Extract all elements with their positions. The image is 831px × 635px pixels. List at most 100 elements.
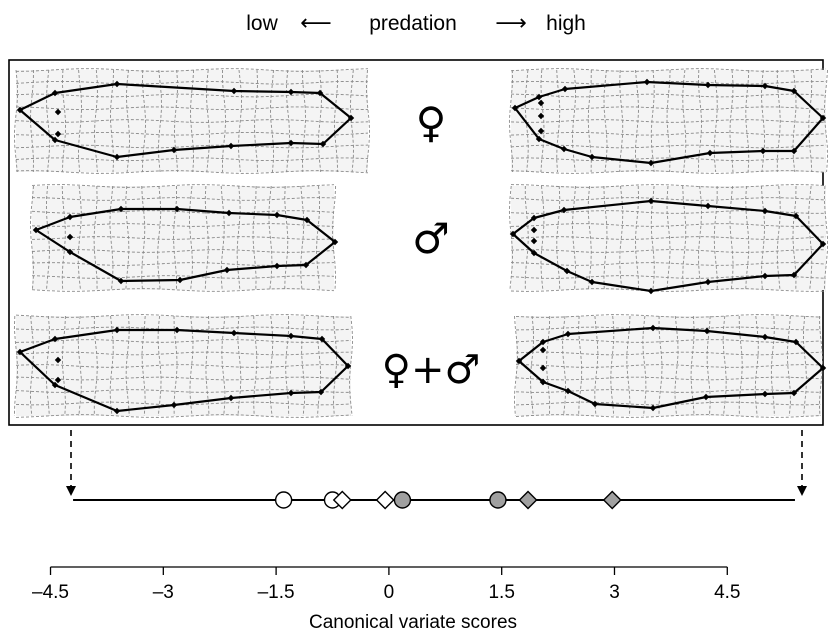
data-point-circle: [393, 491, 412, 509]
landmark: [704, 202, 712, 210]
landmark: [702, 393, 710, 401]
landmark: [704, 278, 712, 286]
landmark: [51, 136, 59, 144]
landmark: [287, 139, 295, 147]
landmark: [535, 93, 543, 101]
landmark: [347, 114, 355, 122]
landmark: [117, 277, 125, 285]
landmark: [170, 146, 178, 154]
data-point-diamond: [602, 490, 622, 510]
landmark: [530, 214, 538, 222]
grid-background: [16, 70, 368, 172]
landmark: [287, 332, 295, 340]
landmark: [303, 216, 311, 224]
landmark: [16, 106, 24, 114]
landmark: [535, 135, 543, 143]
x-axis-label: Canonical variate scores: [309, 612, 517, 633]
landmark: [647, 159, 655, 167]
landmark: [176, 276, 184, 284]
data-point-circle: [489, 491, 507, 509]
landmark: [704, 81, 712, 89]
grid-background: [516, 316, 821, 416]
data-point-diamond: [332, 490, 352, 510]
landmark: [561, 85, 569, 93]
landmark: [643, 78, 651, 86]
predation-header: low ⟵ predation ⟶ high: [246, 11, 586, 36]
landmark: [230, 87, 238, 95]
landmark: [113, 80, 121, 88]
landmark: [113, 153, 121, 161]
right-drop-arrow: [797, 430, 807, 496]
left-drop-arrow: [66, 430, 76, 496]
female-symbol: ♀: [416, 98, 447, 147]
landmark: [790, 389, 798, 397]
landmark: [230, 329, 238, 337]
landmark: [647, 287, 655, 295]
landmark: [54, 130, 62, 138]
landmark: [819, 114, 827, 122]
landmark: [227, 394, 235, 402]
body-outline: [518, 326, 825, 410]
landmark: [792, 212, 800, 220]
landmark: [647, 197, 655, 205]
landmark: [537, 127, 545, 135]
data-point-diamond: [518, 490, 538, 510]
landmark: [563, 267, 571, 275]
landmark: [173, 326, 181, 334]
shape-panel-female-low: [13, 68, 371, 174]
landmark: [790, 147, 798, 155]
landmark: [66, 248, 74, 256]
landmark: [316, 89, 324, 97]
landmark: [66, 213, 74, 221]
landmark: [287, 389, 295, 397]
landmark: [51, 335, 59, 343]
landmark: [539, 338, 547, 346]
landmark: [317, 388, 325, 396]
landmark: [54, 108, 62, 116]
landmark: [703, 327, 711, 335]
right-arrow: ⟶: [495, 11, 527, 36]
landmark: [16, 348, 24, 356]
deformation-grid: [29, 184, 337, 292]
landmark: [537, 99, 545, 107]
low-label: low: [246, 12, 278, 35]
left-arrow: ⟵: [300, 11, 332, 36]
x-tick-label: 0: [384, 582, 395, 603]
landmark: [530, 249, 538, 257]
landmark: [588, 278, 596, 286]
landmark: [588, 153, 596, 161]
x-tick-label: 4.5: [714, 582, 740, 603]
shape-panel-male-high: [508, 184, 828, 295]
male-symbol: ♂: [412, 214, 450, 263]
landmark: [318, 335, 326, 343]
landmark: [515, 357, 523, 365]
landmark: [117, 205, 125, 213]
x-tick-label: 1.5: [488, 582, 514, 603]
landmark: [223, 266, 231, 274]
landmark: [287, 88, 295, 96]
body-outline: [514, 80, 825, 165]
x-tick-label: –3: [153, 582, 174, 603]
landmark: [511, 104, 519, 112]
landmark: [761, 272, 769, 280]
landmark: [113, 407, 121, 415]
landmark: [225, 209, 233, 217]
canonical-variate-chart: –4.5 –3 –1.5 0 1.5 3 4.5: [32, 490, 795, 603]
body-outline: [19, 82, 353, 159]
x-tick-label: –1.5: [258, 582, 295, 603]
landmark: [761, 390, 769, 398]
landmark: [790, 271, 798, 279]
x-tick-label: –4.5: [32, 582, 69, 603]
landmark: [54, 376, 62, 384]
landmark: [51, 381, 59, 389]
shape-panel-female-high: [508, 68, 828, 174]
landmark: [302, 261, 310, 269]
landmark: [54, 356, 62, 364]
landmark: [32, 226, 40, 234]
landmark: [319, 140, 327, 148]
data-point-diamond: [375, 490, 395, 510]
landmark: [564, 387, 572, 395]
landmark: [761, 207, 769, 215]
combined-symbol: ♀+♂: [382, 347, 481, 393]
